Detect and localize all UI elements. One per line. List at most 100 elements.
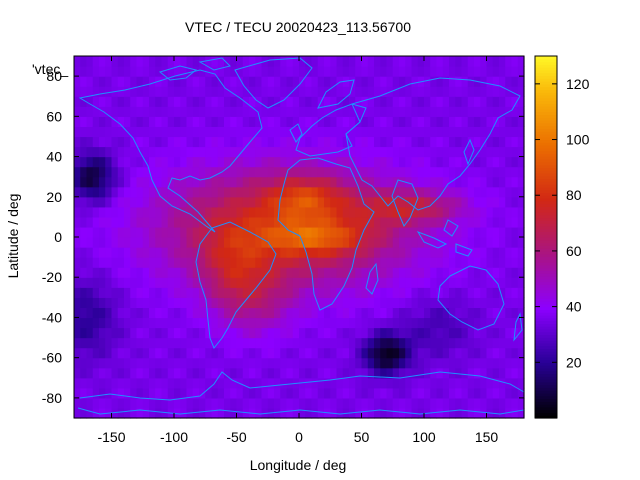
heatmap-cell [311,387,319,399]
heatmap-cell [424,96,431,107]
heatmap-cell [167,56,175,67]
heatmap-cell [330,367,338,379]
heatmap-cell [467,357,475,369]
heatmap-cell [424,387,431,399]
heatmap-cell [505,196,513,208]
heatmap-cell [199,397,206,409]
heatmap-cell [217,337,225,349]
heatmap-cell [236,357,244,369]
heatmap-cell [311,237,319,248]
heatmap-cell [236,347,244,359]
heatmap-cell [161,186,169,198]
heatmap-cell [349,277,356,288]
heatmap-cell [161,267,169,278]
heatmap-cell [380,126,388,138]
heatmap-cell [261,387,269,399]
heatmap-cell [511,287,519,298]
heatmap-cell [386,247,394,258]
heatmap-cell [167,387,175,399]
colorbar-segment [535,78,557,82]
heatmap-cell [292,176,300,188]
heatmap-cell [499,106,506,117]
heatmap-cell [155,367,163,379]
coastline-india [391,179,419,227]
heatmap-cell [386,297,394,308]
heatmap-cell [305,297,313,308]
heatmap-cell [317,387,325,399]
colorbar-segment [535,142,557,146]
heatmap-cell [417,96,425,107]
heatmap-cell [111,96,119,107]
heatmap-cell [211,327,219,339]
colorbar-segment [535,145,557,149]
heatmap-cell [474,146,481,158]
heatmap-cell [180,196,188,208]
colorbar-segment [535,136,557,141]
heatmap-cell [330,186,338,198]
heatmap-cell [211,307,219,319]
heatmap-cell [99,76,106,87]
heatmap-cell [311,287,319,298]
heatmap-cell [399,347,406,359]
heatmap-cell [386,136,394,148]
heatmap-cell [74,106,81,117]
heatmap-cell [124,216,131,228]
heatmap-cell [461,397,469,409]
heatmap-cell [99,237,106,248]
heatmap-cell [417,247,425,258]
heatmap-cell [186,136,194,148]
x-tick-label: 100 [412,429,436,445]
heatmap-cell [230,247,238,258]
heatmap-cell [161,126,169,138]
heatmap-cell [230,226,238,238]
heatmap-cell [224,397,231,409]
heatmap-cell [211,267,219,278]
heatmap-cell [224,257,231,268]
heatmap-cell [386,76,394,87]
heatmap-cell [274,86,281,97]
heatmap-cell [342,116,350,127]
heatmap-cell [380,337,388,349]
heatmap-cell [317,287,325,298]
heatmap-cell [230,56,238,67]
heatmap-cell [205,357,213,369]
heatmap-cell [424,66,431,77]
heatmap-cell [149,357,156,369]
heatmap-cell [205,277,213,288]
heatmap-cell [136,196,144,208]
heatmap-cell [286,186,294,198]
heatmap-cell [467,166,475,178]
heatmap-cell [305,357,313,369]
heatmap-cell [467,96,475,107]
heatmap-cell [336,397,344,409]
heatmap-cell [367,226,375,238]
heatmap-cell [292,216,300,228]
heatmap-layer [74,56,525,419]
heatmap-cell [430,166,438,178]
heatmap-cell [74,257,81,268]
heatmap-cell [180,307,188,319]
heatmap-cell [274,56,281,67]
heatmap-cell [480,397,488,409]
heatmap-cell [486,146,494,158]
heatmap-cell [211,237,219,248]
heatmap-cell [74,66,81,77]
heatmap-cell [249,237,256,248]
heatmap-cell [74,337,81,349]
heatmap-cell [324,226,331,238]
heatmap-cell [380,116,388,127]
heatmap-cell [99,347,106,359]
colorbar-segment [535,353,557,358]
heatmap-cell [99,357,106,369]
colorbar-segment [535,278,557,283]
colorbar-segment [535,106,557,110]
heatmap-cell [74,76,81,87]
heatmap-cell [161,367,169,379]
heatmap-cell [305,407,313,419]
heatmap-cell [211,86,219,97]
heatmap-cell [399,136,406,148]
heatmap-cell [155,186,163,198]
heatmap-cell [405,267,413,278]
heatmap-cell [517,206,525,218]
heatmap-cell [205,56,213,67]
